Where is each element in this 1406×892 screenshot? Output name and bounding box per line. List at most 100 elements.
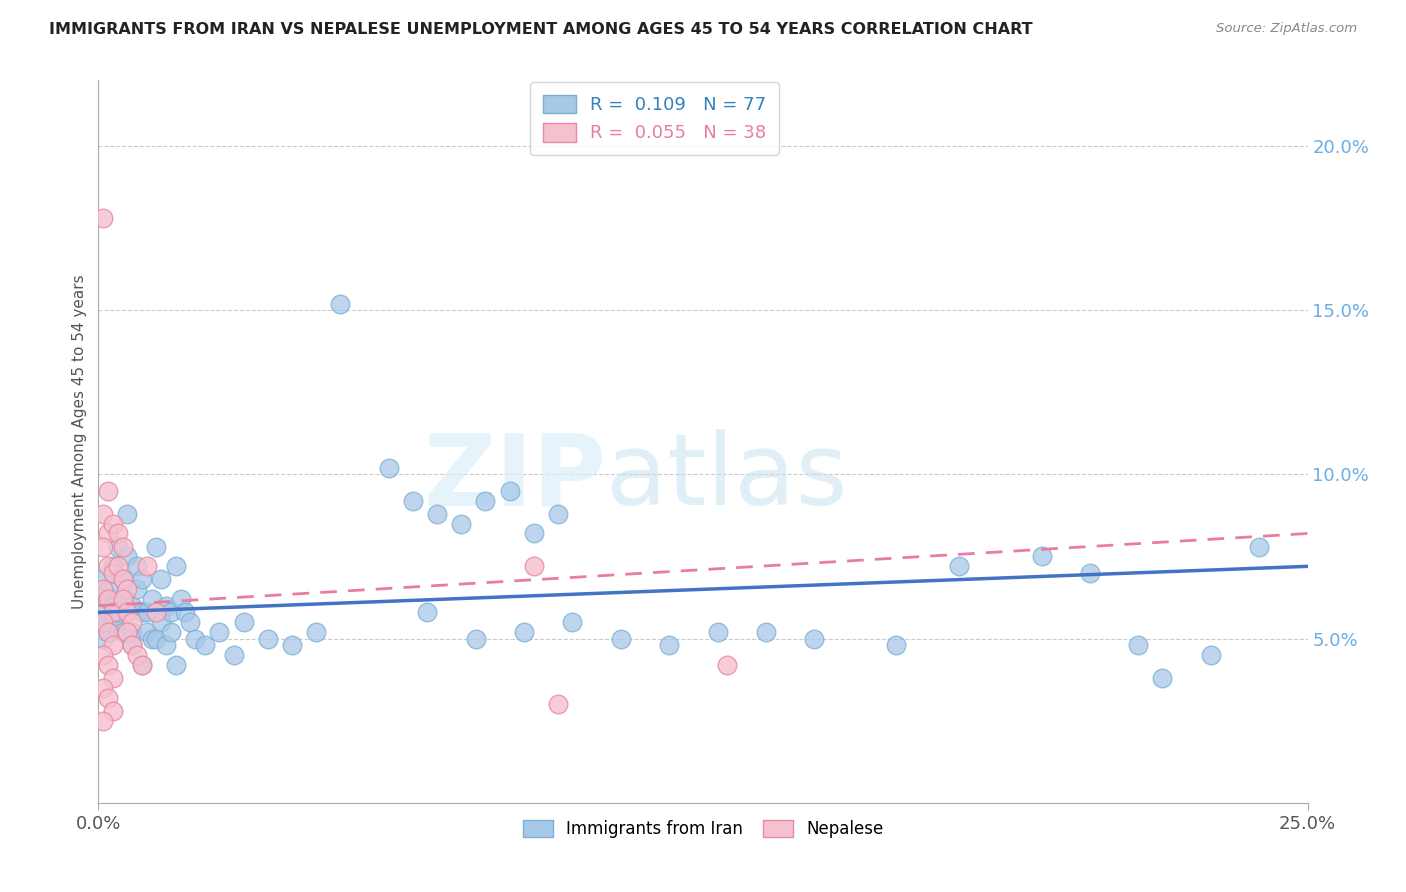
Point xyxy=(1249,540,1271,554)
Point xyxy=(97,589,120,603)
Y-axis label: Unemployment Among Ages 45 to 54 years: Unemployment Among Ages 45 to 54 years xyxy=(72,274,87,609)
Point xyxy=(131,657,153,672)
Text: ZIP: ZIP xyxy=(423,429,606,526)
Point xyxy=(127,559,149,574)
Point xyxy=(145,632,167,646)
Point xyxy=(155,638,177,652)
Point xyxy=(135,559,157,574)
Point xyxy=(111,573,134,587)
Point xyxy=(91,605,114,619)
Point xyxy=(97,615,120,630)
Point xyxy=(464,632,486,646)
Point xyxy=(111,573,134,587)
Point xyxy=(150,573,173,587)
Point xyxy=(97,690,120,705)
Point xyxy=(886,638,908,652)
Point xyxy=(101,566,124,580)
Point xyxy=(474,493,496,508)
Point xyxy=(402,493,425,508)
Point xyxy=(111,540,134,554)
Point xyxy=(755,625,778,640)
Point xyxy=(174,605,197,619)
Point xyxy=(131,605,153,619)
Point xyxy=(97,657,120,672)
Point xyxy=(194,638,217,652)
Point xyxy=(256,632,278,646)
Point xyxy=(101,704,124,718)
Point xyxy=(184,632,207,646)
Point xyxy=(91,615,114,630)
Point xyxy=(91,540,114,554)
Point xyxy=(101,638,124,652)
Point xyxy=(281,638,304,652)
Point xyxy=(165,657,187,672)
Point xyxy=(513,625,536,640)
Point xyxy=(91,632,114,646)
Point xyxy=(111,592,134,607)
Legend: Immigrants from Iran, Nepalese: Immigrants from Iran, Nepalese xyxy=(516,814,890,845)
Point xyxy=(179,615,201,630)
Point xyxy=(121,599,143,613)
Point xyxy=(135,625,157,640)
Point xyxy=(97,625,120,640)
Point xyxy=(97,625,120,640)
Point xyxy=(91,507,114,521)
Point xyxy=(141,632,163,646)
Point xyxy=(91,573,114,587)
Point xyxy=(208,625,231,640)
Point xyxy=(1031,549,1053,564)
Point xyxy=(101,566,124,580)
Point xyxy=(97,582,120,597)
Point xyxy=(498,483,520,498)
Point xyxy=(131,573,153,587)
Point xyxy=(145,605,167,619)
Point xyxy=(547,507,569,521)
Point xyxy=(610,632,633,646)
Point xyxy=(91,211,114,226)
Point xyxy=(658,638,681,652)
Point xyxy=(107,605,129,619)
Point xyxy=(165,559,187,574)
Point xyxy=(107,526,129,541)
Point xyxy=(232,615,254,630)
Point xyxy=(91,681,114,695)
Point xyxy=(117,605,139,619)
Point xyxy=(160,605,183,619)
Point xyxy=(948,559,970,574)
Point xyxy=(97,483,120,498)
Point xyxy=(377,460,399,475)
Point xyxy=(1152,671,1174,685)
Point xyxy=(131,657,153,672)
Point xyxy=(145,540,167,554)
Point xyxy=(91,582,114,597)
Point xyxy=(101,516,124,531)
Point xyxy=(127,582,149,597)
Point xyxy=(523,526,546,541)
Point xyxy=(155,599,177,613)
Point xyxy=(97,526,120,541)
Point xyxy=(150,615,173,630)
Point xyxy=(547,698,569,712)
Point xyxy=(803,632,825,646)
Point xyxy=(121,615,143,630)
Point xyxy=(716,657,738,672)
Point xyxy=(222,648,245,662)
Point xyxy=(111,592,134,607)
Point xyxy=(561,615,583,630)
Point xyxy=(97,559,120,574)
Text: IMMIGRANTS FROM IRAN VS NEPALESE UNEMPLOYMENT AMONG AGES 45 TO 54 YEARS CORRELAT: IMMIGRANTS FROM IRAN VS NEPALESE UNEMPLO… xyxy=(49,22,1033,37)
Point xyxy=(121,638,143,652)
Point xyxy=(141,592,163,607)
Point xyxy=(1128,638,1150,652)
Point xyxy=(101,615,124,630)
Point xyxy=(91,714,114,728)
Text: atlas: atlas xyxy=(606,429,848,526)
Point xyxy=(305,625,328,640)
Point xyxy=(121,638,143,652)
Point xyxy=(329,296,352,310)
Point xyxy=(91,648,114,662)
Point xyxy=(160,625,183,640)
Point xyxy=(97,592,120,607)
Point xyxy=(121,625,143,640)
Point xyxy=(135,605,157,619)
